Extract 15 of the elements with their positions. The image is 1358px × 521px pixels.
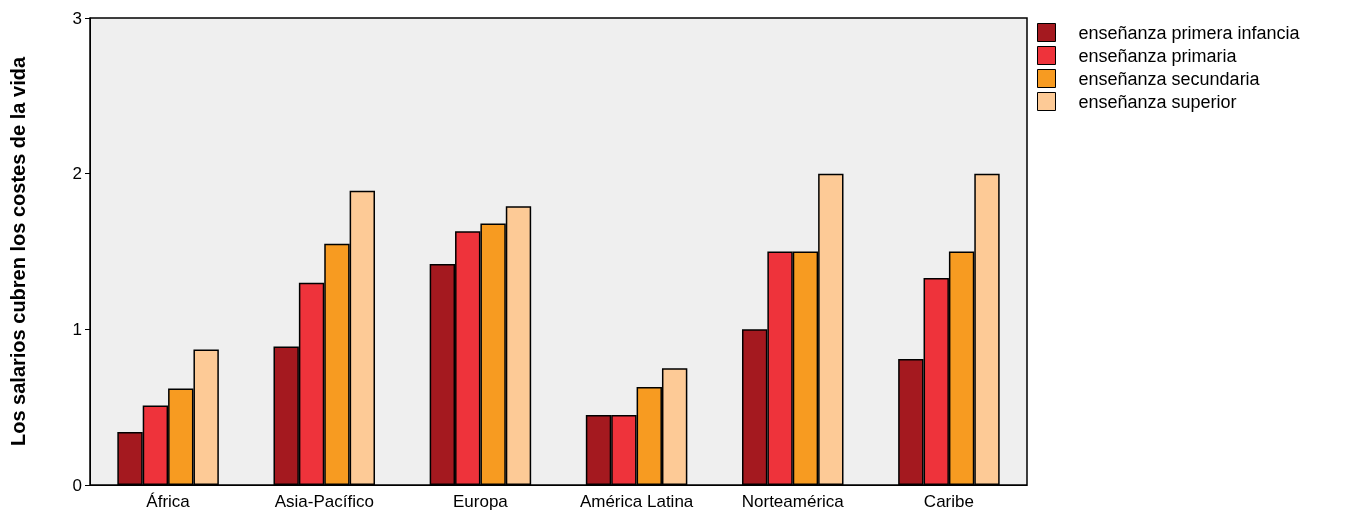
x-tick-label: América Latina [579, 492, 694, 511]
x-tick-label: Asia-Pacífico [274, 492, 374, 511]
y-tick-label: 2 [72, 164, 82, 184]
legend-label: enseñanza primera infancia [1078, 22, 1301, 43]
y-tick-label: 3 [72, 8, 82, 28]
y-tick-label: 1 [72, 319, 82, 339]
x-tick-label: África [146, 492, 191, 511]
x-tick-label: Caribe [923, 492, 974, 511]
x-tick-label: Norteamérica [741, 492, 845, 511]
legend-label: enseñanza superior [1078, 91, 1237, 112]
legend-label: enseñanza secundaria [1078, 68, 1261, 89]
y-axis-title: Los salarios cubren los costes de la vida [7, 56, 29, 447]
legend-label: enseñanza primaria [1078, 45, 1238, 66]
y-tick-label: 0 [72, 475, 82, 495]
x-tick-label: Europa [453, 492, 509, 511]
